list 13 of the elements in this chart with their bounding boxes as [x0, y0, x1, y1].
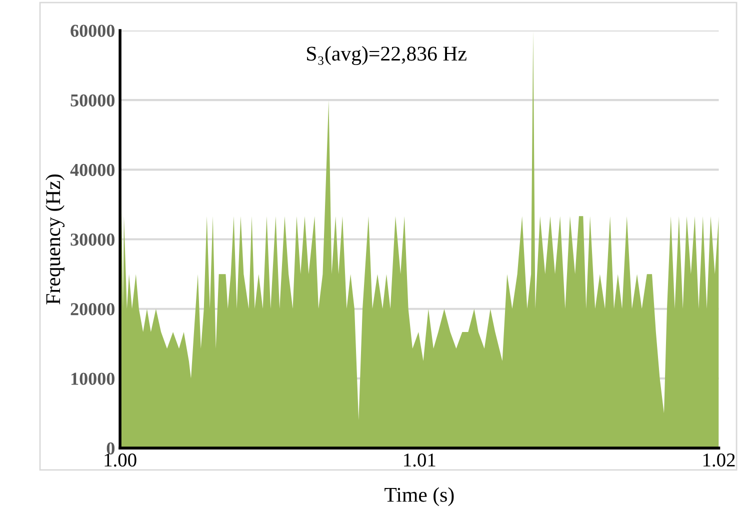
y-axis-title: Frequency (Hz) [46, 174, 64, 304]
y-tick-label: 10000 [71, 372, 114, 385]
y-tick-label: 30000 [70, 234, 114, 246]
y-tick-label: 40000 [70, 164, 114, 176]
x-tick-label: 1.00 [104, 453, 136, 467]
y-tick-label: 60000 [70, 24, 114, 37]
y-tick-label: 0 [106, 442, 114, 454]
x-tick-label: 1.01 [404, 453, 436, 467]
x-tick-label: 1.02 [703, 453, 735, 467]
y-tick-label: 20000 [70, 303, 114, 316]
annotation: S₃(avg)=22,836 Hz [307, 46, 466, 66]
x-axis-title: Time (s) [384, 487, 454, 506]
y-tick-label: 50000 [70, 94, 114, 107]
